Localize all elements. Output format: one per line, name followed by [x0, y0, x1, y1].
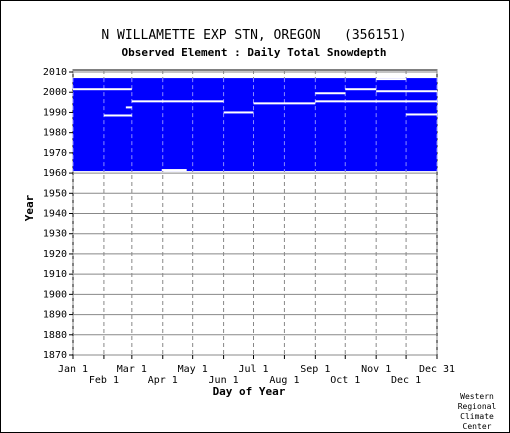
missing-gap	[103, 114, 132, 117]
y-tick-label: 1900	[43, 289, 67, 300]
missing-gap	[161, 169, 187, 172]
x-tick-label: Dec 1	[391, 375, 421, 386]
credit-line: Western	[460, 392, 494, 401]
credit-line: Center	[463, 422, 492, 431]
x-tick-label: Aug 1	[269, 375, 299, 386]
x-tick-label: Oct 1	[330, 375, 360, 386]
y-tick-label: 1980	[43, 128, 67, 139]
missing-gap	[376, 90, 437, 93]
missing-gap	[73, 88, 132, 91]
y-tick-label: 1970	[43, 148, 67, 159]
y-axis-ticks: 1870 1880 1890 1900 1910 1920 1930 1940 1950 1960…	[43, 67, 73, 361]
missing-gap	[406, 113, 437, 116]
x-axis-label: Day of Year	[213, 385, 286, 398]
x-tick-label: Mar 1	[117, 364, 147, 375]
missing-gap	[345, 88, 377, 91]
y-tick-label: 1960	[43, 168, 67, 179]
y-tick-label: 1930	[43, 229, 67, 240]
x-tick-label: Apr 1	[148, 375, 178, 386]
missing-gap	[315, 92, 346, 95]
missing-gap	[192, 100, 224, 103]
y-tick-label: 1880	[43, 330, 67, 341]
x-tick-label: Feb 1	[89, 375, 119, 386]
missing-gap	[315, 100, 346, 103]
y-tick-label: 2000	[43, 87, 67, 98]
x-tick-label: Nov 1	[361, 364, 391, 375]
missing-gap	[253, 102, 316, 105]
x-axis-ticks: Jan 1 Mar 1 May 1 Jul 1 Sep 1 Nov 1 Dec 31 Feb …	[58, 355, 455, 386]
y-tick-label: 1920	[43, 249, 67, 260]
y-tick-label: 1910	[43, 269, 67, 280]
x-tick-label: Sep 1	[300, 364, 330, 375]
x-tick-label: May 1	[178, 364, 208, 375]
missing-gap	[223, 111, 254, 114]
missing-gap	[125, 106, 132, 109]
y-tick-label: 1870	[43, 350, 67, 361]
y-tick-label: 2010	[43, 67, 67, 78]
missing-gap	[131, 100, 193, 103]
chart-title: N WILLAMETTE EXP STN, OREGON (356151)	[101, 28, 406, 43]
missing-gap	[376, 78, 407, 81]
credit-line: Climate	[460, 412, 494, 421]
y-tick-label: 1950	[43, 188, 67, 199]
x-tick-label: Dec 31	[419, 364, 455, 375]
x-tick-label: Jun 1	[209, 375, 239, 386]
x-tick-label: Jul 1	[238, 364, 268, 375]
y-tick-label: 1890	[43, 310, 67, 321]
x-tick-label: Jan 1	[58, 364, 88, 375]
missing-gaps	[73, 78, 437, 172]
missing-gap	[345, 100, 437, 103]
y-axis-label: Year	[23, 194, 36, 221]
y-tick-label: 1940	[43, 209, 67, 220]
chart-subtitle: Observed Element : Daily Total Snowdepth	[122, 46, 387, 59]
credit-line: Regional	[458, 402, 497, 411]
data-coverage	[72, 78, 438, 172]
y-tick-label: 1990	[43, 107, 67, 118]
